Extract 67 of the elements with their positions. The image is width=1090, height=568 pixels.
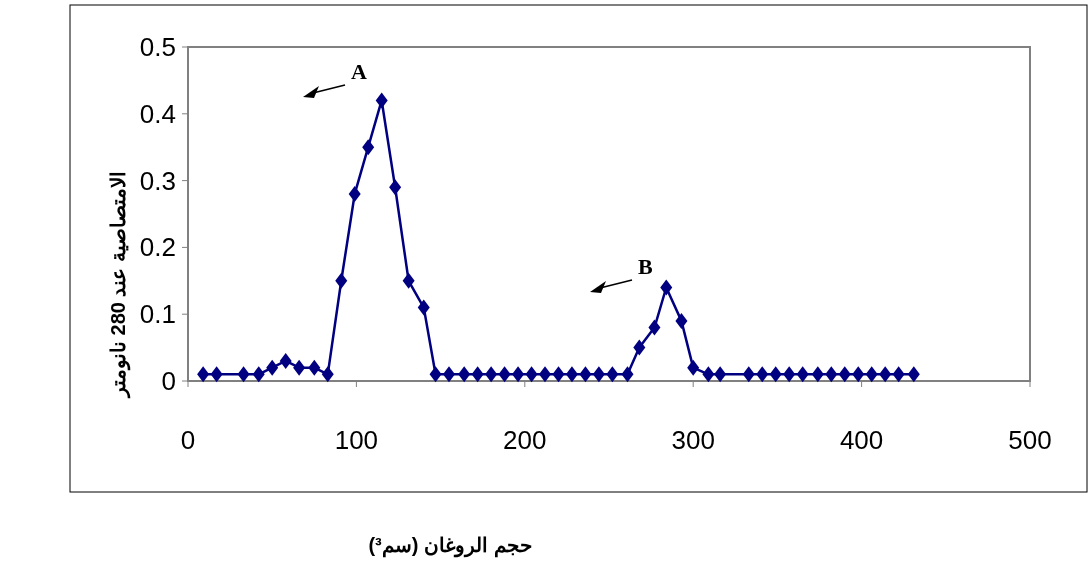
point [321,366,334,383]
point [458,366,471,383]
point [675,312,688,329]
y-tick-label: 0.3 [139,165,176,196]
point [252,366,265,383]
point [210,366,223,383]
point [907,366,920,383]
y-axis-title: الامتصاصية عند 280 نانومتر [107,170,131,400]
point [335,272,348,289]
y-tick-label: 0.4 [139,98,176,129]
point [266,359,279,376]
y-tick-label: 0.5 [139,32,176,62]
point [293,359,306,376]
annotation: A [351,59,367,84]
point [633,339,646,356]
point [621,366,634,383]
point [714,366,727,383]
point [892,366,905,383]
point [485,366,498,383]
point [783,366,796,383]
point [389,179,402,196]
y-tick-label: 0.1 [139,299,176,330]
point [197,366,210,383]
point [429,366,442,383]
point [687,359,700,376]
point [237,366,250,383]
x-tick-label: 0 [180,425,196,455]
point [756,366,769,383]
point [539,366,552,383]
point [525,366,538,383]
point [402,272,415,289]
point [742,366,755,383]
x-tick-label: 200 [503,425,547,455]
x-tick-label: 100 [334,425,379,455]
point [769,366,782,383]
point [443,366,456,383]
point [592,366,605,383]
point [552,366,565,383]
point [838,366,851,383]
point [417,299,430,316]
point [308,359,321,376]
annotation: B [638,254,653,279]
point [702,366,715,383]
point [865,366,878,383]
point [579,366,592,383]
point [660,279,673,296]
point [648,319,661,336]
x-axis-title: حجم الروغان (سم³) [368,534,532,558]
x-tick-label: 400 [839,425,884,455]
x-tick-label: 300 [671,425,715,455]
point [512,366,525,383]
point [879,366,892,383]
point [606,366,619,383]
point [348,185,361,202]
point [796,366,809,383]
point [565,366,578,383]
point [471,366,484,383]
y-tick-label: 0.2 [139,232,176,263]
y-tick-label: 0 [161,366,176,396]
point [375,92,388,109]
point [811,366,824,383]
x-tick-label: 500 [1008,425,1052,455]
point [852,366,865,383]
point [825,366,838,383]
point [498,366,511,383]
point [362,139,375,156]
point [279,352,292,369]
